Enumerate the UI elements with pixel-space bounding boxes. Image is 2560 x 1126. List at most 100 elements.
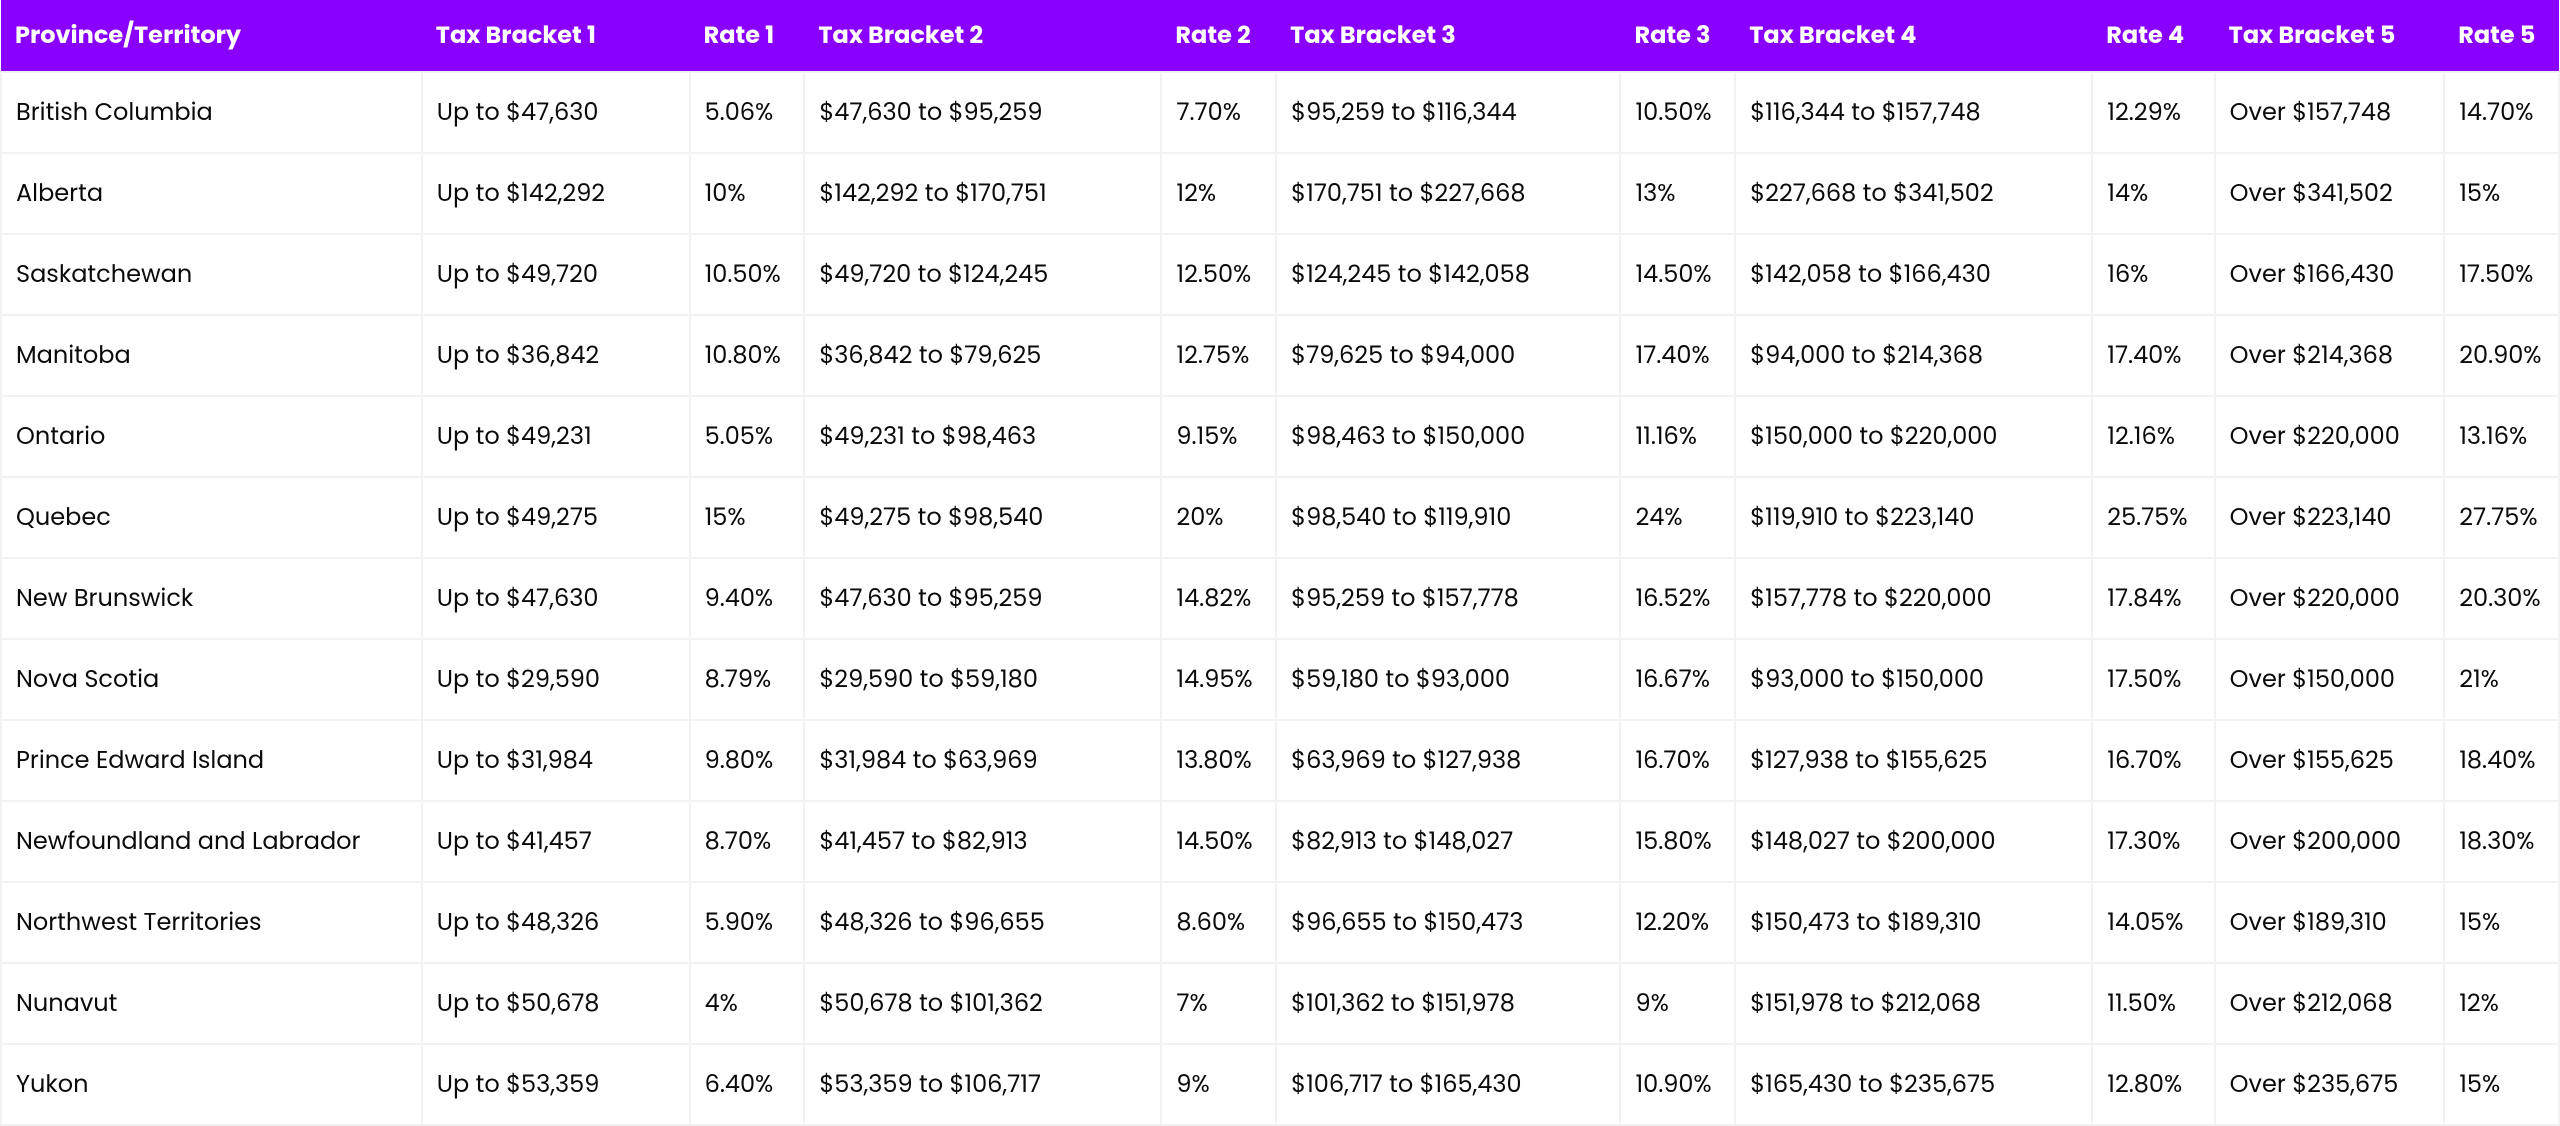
value-cell: $116,344 to $157,748 <box>1735 72 2092 153</box>
province-cell: Alberta <box>1 153 422 234</box>
value-cell: 12.75% <box>1161 315 1276 396</box>
province-cell: New Brunswick <box>1 558 422 639</box>
column-header: Rate 5 <box>2444 0 2559 72</box>
table-row: OntarioUp to $49,2315.05%$49,231 to $98,… <box>1 396 2559 477</box>
value-cell: 9% <box>1161 1044 1276 1125</box>
table-row: YukonUp to $53,3596.40%$53,359 to $106,7… <box>1 1044 2559 1125</box>
province-cell: Yukon <box>1 1044 422 1125</box>
value-cell: $49,275 to $98,540 <box>804 477 1161 558</box>
value-cell: 16% <box>2092 234 2214 315</box>
value-cell: Up to $49,720 <box>422 234 690 315</box>
value-cell: Over $223,140 <box>2215 477 2445 558</box>
header-row: Province/TerritoryTax Bracket 1Rate 1Tax… <box>1 0 2559 72</box>
table-header: Province/TerritoryTax Bracket 1Rate 1Tax… <box>1 0 2559 72</box>
province-cell: Nunavut <box>1 963 422 1044</box>
value-cell: Over $220,000 <box>2215 396 2445 477</box>
value-cell: 13% <box>1620 153 1735 234</box>
value-cell: 12% <box>2444 963 2559 1044</box>
value-cell: 10.50% <box>1620 72 1735 153</box>
value-cell: 13.16% <box>2444 396 2559 477</box>
column-header: Tax Bracket 1 <box>422 0 690 72</box>
value-cell: 9% <box>1620 963 1735 1044</box>
value-cell: 17.40% <box>2092 315 2214 396</box>
value-cell: 8.79% <box>690 639 805 720</box>
value-cell: 14.70% <box>2444 72 2559 153</box>
value-cell: 17.50% <box>2444 234 2559 315</box>
province-cell: Saskatchewan <box>1 234 422 315</box>
value-cell: 8.70% <box>690 801 805 882</box>
value-cell: 14.82% <box>1161 558 1276 639</box>
value-cell: $127,938 to $155,625 <box>1735 720 2092 801</box>
value-cell: 7% <box>1161 963 1276 1044</box>
value-cell: Up to $36,842 <box>422 315 690 396</box>
value-cell: Up to $47,630 <box>422 72 690 153</box>
value-cell: $50,678 to $101,362 <box>804 963 1161 1044</box>
value-cell: 12.16% <box>2092 396 2214 477</box>
value-cell: 5.06% <box>690 72 805 153</box>
column-header: Tax Bracket 2 <box>804 0 1161 72</box>
value-cell: Up to $31,984 <box>422 720 690 801</box>
value-cell: $82,913 to $148,027 <box>1276 801 1620 882</box>
value-cell: 27.75% <box>2444 477 2559 558</box>
value-cell: 10.90% <box>1620 1044 1735 1125</box>
province-cell: Nova Scotia <box>1 639 422 720</box>
value-cell: Up to $48,326 <box>422 882 690 963</box>
value-cell: $227,668 to $341,502 <box>1735 153 2092 234</box>
value-cell: 7.70% <box>1161 72 1276 153</box>
value-cell: Over $155,625 <box>2215 720 2445 801</box>
value-cell: 16.52% <box>1620 558 1735 639</box>
value-cell: $98,540 to $119,910 <box>1276 477 1620 558</box>
value-cell: Up to $50,678 <box>422 963 690 1044</box>
value-cell: Up to $47,630 <box>422 558 690 639</box>
province-cell: Quebec <box>1 477 422 558</box>
value-cell: 9.80% <box>690 720 805 801</box>
value-cell: $41,457 to $82,913 <box>804 801 1161 882</box>
value-cell: $148,027 to $200,000 <box>1735 801 2092 882</box>
value-cell: $93,000 to $150,000 <box>1735 639 2092 720</box>
value-cell: 20.90% <box>2444 315 2559 396</box>
value-cell: $98,463 to $150,000 <box>1276 396 1620 477</box>
value-cell: 11.16% <box>1620 396 1735 477</box>
value-cell: $150,000 to $220,000 <box>1735 396 2092 477</box>
value-cell: Up to $49,275 <box>422 477 690 558</box>
value-cell: $36,842 to $79,625 <box>804 315 1161 396</box>
table-row: Northwest TerritoriesUp to $48,3265.90%$… <box>1 882 2559 963</box>
value-cell: 5.90% <box>690 882 805 963</box>
value-cell: $119,910 to $223,140 <box>1735 477 2092 558</box>
value-cell: 5.05% <box>690 396 805 477</box>
table-row: AlbertaUp to $142,29210%$142,292 to $170… <box>1 153 2559 234</box>
value-cell: 16.67% <box>1620 639 1735 720</box>
value-cell: 10.80% <box>690 315 805 396</box>
column-header: Tax Bracket 3 <box>1276 0 1620 72</box>
value-cell: 24% <box>1620 477 1735 558</box>
value-cell: 17.50% <box>2092 639 2214 720</box>
value-cell: $31,984 to $63,969 <box>804 720 1161 801</box>
province-cell: Newfoundland and Labrador <box>1 801 422 882</box>
value-cell: $49,231 to $98,463 <box>804 396 1161 477</box>
value-cell: Over $214,368 <box>2215 315 2445 396</box>
value-cell: 14.50% <box>1620 234 1735 315</box>
value-cell: 12% <box>1161 153 1276 234</box>
province-cell: Ontario <box>1 396 422 477</box>
value-cell: 15% <box>2444 882 2559 963</box>
column-header: Rate 3 <box>1620 0 1735 72</box>
value-cell: Over $212,068 <box>2215 963 2445 1044</box>
value-cell: 12.29% <box>2092 72 2214 153</box>
value-cell: Over $220,000 <box>2215 558 2445 639</box>
value-cell: 16.70% <box>1620 720 1735 801</box>
column-header: Rate 4 <box>2092 0 2214 72</box>
value-cell: $48,326 to $96,655 <box>804 882 1161 963</box>
column-header: Tax Bracket 4 <box>1735 0 2092 72</box>
value-cell: Up to $41,457 <box>422 801 690 882</box>
value-cell: 15.80% <box>1620 801 1735 882</box>
value-cell: Over $157,748 <box>2215 72 2445 153</box>
table-row: New BrunswickUp to $47,6309.40%$47,630 t… <box>1 558 2559 639</box>
province-cell: British Columbia <box>1 72 422 153</box>
value-cell: 12.20% <box>1620 882 1735 963</box>
value-cell: 17.40% <box>1620 315 1735 396</box>
column-header: Tax Bracket 5 <box>2215 0 2445 72</box>
province-cell: Northwest Territories <box>1 882 422 963</box>
value-cell: $47,630 to $95,259 <box>804 558 1161 639</box>
value-cell: $165,430 to $235,675 <box>1735 1044 2092 1125</box>
value-cell: $157,778 to $220,000 <box>1735 558 2092 639</box>
